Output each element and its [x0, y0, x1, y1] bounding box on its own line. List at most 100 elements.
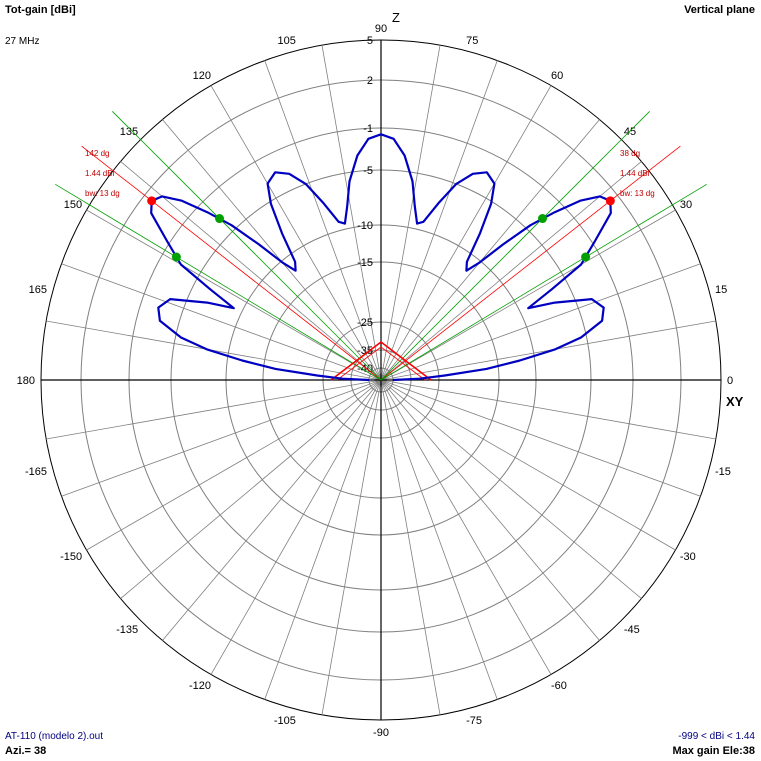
ring-label: -25 — [357, 317, 373, 329]
radial-line — [210, 85, 382, 381]
annotation-left: 1.44 dBi — [85, 169, 115, 178]
angle-tick-label: 60 — [551, 70, 563, 82]
radial-line — [46, 379, 382, 440]
radial-line — [380, 379, 552, 675]
angle-tick-label: 30 — [680, 199, 692, 211]
radial-line — [380, 60, 498, 381]
angle-tick-label: 45 — [624, 126, 636, 138]
angle-tick-label: 75 — [466, 35, 478, 47]
axis-label-z: Z — [392, 10, 400, 25]
radial-line — [380, 379, 676, 551]
angle-tick-label: -105 — [274, 715, 296, 727]
plane-label: Vertical plane — [684, 4, 755, 16]
angle-tick-label: -150 — [60, 551, 82, 563]
markers-group — [147, 196, 615, 262]
radial-line — [380, 161, 642, 381]
annotation-left: 142 dg — [85, 149, 109, 158]
angle-tick-label: 165 — [29, 284, 47, 296]
max-gain-line — [380, 145, 681, 381]
angle-tick-label: 105 — [278, 35, 296, 47]
angle-tick-label: 180 — [17, 375, 35, 387]
ring-label: -35 — [357, 345, 373, 357]
angle-tick-label: -60 — [551, 680, 567, 692]
red-lobe — [330, 340, 432, 381]
radial-line — [380, 379, 642, 599]
max-gain-label: Max gain Ele:38 — [672, 745, 755, 757]
half-power-marker — [215, 214, 225, 224]
angle-tick-label: 90 — [375, 23, 387, 35]
radial-line — [61, 263, 382, 381]
pattern-group — [150, 133, 612, 382]
angle-tick-label: -45 — [624, 624, 640, 636]
angle-tick-label: -135 — [116, 624, 138, 636]
ring-label: -15 — [357, 257, 373, 269]
annotation-right: 1.44 dBi — [620, 169, 650, 178]
annotation-left: bw: 13 dg — [85, 189, 120, 198]
half-power-line — [380, 111, 650, 381]
ring-label: -10 — [357, 220, 373, 232]
half-power-marker — [171, 252, 181, 262]
angle-tick-label: 135 — [120, 126, 138, 138]
radial-line — [380, 119, 600, 381]
angle-tick-label: -120 — [189, 680, 211, 692]
radial-line — [380, 209, 676, 381]
angle-tick-label: 0 — [727, 375, 733, 387]
radial-line — [321, 45, 382, 381]
radial-line — [264, 60, 382, 381]
radial-line — [86, 209, 382, 381]
angle-tick-label: -90 — [373, 727, 389, 739]
radial-line — [321, 379, 382, 715]
red-lobe-inner — [336, 346, 426, 381]
ring-label: -40 — [357, 363, 373, 375]
angle-tick-label: 15 — [715, 284, 727, 296]
angle-tick-label: -165 — [25, 466, 47, 478]
max-gain-line — [81, 145, 382, 381]
half-power-line — [55, 183, 382, 381]
radial-line — [162, 379, 382, 641]
half-power-line — [112, 111, 382, 381]
angle-tick-labels: 9075604530150-15-30-45-60-75-90-105-120-… — [17, 23, 733, 739]
ring-label: -5 — [363, 165, 373, 177]
angle-tick-label: -15 — [715, 466, 731, 478]
radial-line — [380, 263, 701, 381]
beam-lines — [55, 111, 707, 381]
ring-label: 2 — [367, 75, 373, 87]
half-power-marker — [537, 214, 547, 224]
max-gain-marker — [147, 196, 157, 206]
radial-line — [264, 379, 382, 700]
gain-range: -999 < dBi < 1.44 — [678, 731, 755, 742]
annotation-right: bw: 13 dg — [620, 189, 655, 198]
radial-line — [380, 379, 498, 700]
radial-line — [162, 119, 382, 381]
file-name: AT-110 (modelo 2).out — [5, 731, 104, 742]
chart-title: Tot-gain [dBi] — [5, 4, 76, 16]
radial-line — [210, 379, 382, 675]
radial-line — [380, 85, 552, 381]
angle-tick-label: -30 — [680, 551, 696, 563]
ring-label: 5 — [367, 35, 373, 47]
radial-line — [86, 379, 382, 551]
radial-line — [380, 379, 441, 715]
radial-line — [120, 379, 382, 599]
ring-labels: 5 2 -1 -5 -10 -15 -25 -35 -40 — [357, 35, 373, 375]
angle-tick-label: 150 — [64, 199, 82, 211]
ring-label: -1 — [363, 123, 373, 135]
annotations-group: 142 dg 1.44 dBi bw: 13 dg 38 dg 1.44 dBi bw: … — [85, 149, 655, 198]
frequency-label: 27 MHz — [5, 36, 40, 47]
radial-line — [380, 379, 600, 641]
half-power-line — [380, 183, 707, 381]
red-lobe-group — [330, 340, 432, 381]
max-gain-marker — [605, 196, 615, 206]
radial-line — [380, 379, 716, 440]
axis-label-xy: XY — [726, 394, 744, 409]
angle-tick-label: 120 — [193, 70, 211, 82]
annotation-right: 38 dg — [620, 149, 640, 158]
radial-line — [380, 45, 441, 381]
angle-tick-label: -75 — [466, 715, 482, 727]
pattern-curve — [150, 133, 612, 382]
azimuth-label: Azi.= 38 — [5, 745, 47, 757]
radial-line — [380, 379, 701, 497]
radial-line — [61, 379, 382, 497]
polar-grid — [40, 39, 722, 721]
